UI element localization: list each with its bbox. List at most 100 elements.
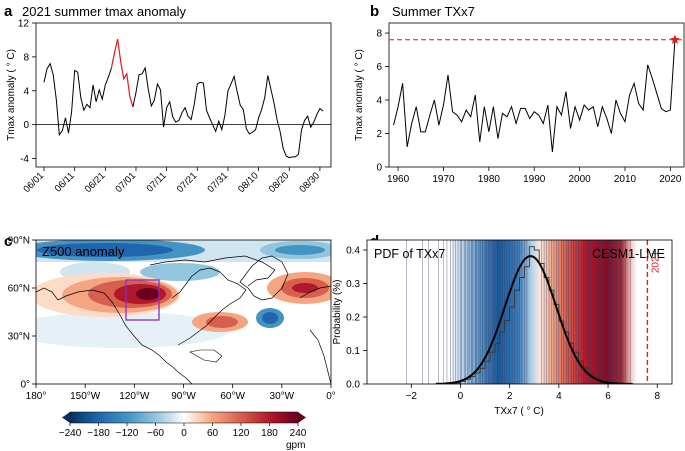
panel-a-ylabel: Tmax anomaly ( ° C) bbox=[6, 49, 17, 141]
b-xtick-label: 1990 bbox=[523, 174, 546, 185]
colorbar-high-arrow bbox=[298, 412, 306, 423]
panel-b-frame bbox=[388, 22, 685, 168]
b-ytick-label: 8 bbox=[376, 29, 382, 40]
panel-c-z500-map: c bbox=[4, 233, 336, 451]
panel-d-frame bbox=[366, 239, 673, 385]
panel-letter-b: b bbox=[370, 3, 379, 20]
colorbar bbox=[69, 411, 299, 424]
b-ytick-label: 2 bbox=[376, 129, 382, 140]
a-xtick-label: 08/20 bbox=[267, 170, 292, 195]
colorbar-tick-label: −120 bbox=[116, 428, 139, 439]
panel-b-title: Summer TXx7 bbox=[392, 4, 475, 19]
a-ytick-label: 8 bbox=[23, 52, 29, 63]
c-lon-label: 120°W bbox=[119, 391, 150, 402]
contour-slight-negative-pacific bbox=[36, 312, 230, 348]
d-xtick-label: 2 bbox=[507, 391, 513, 402]
event-2021-label: 2021 bbox=[650, 250, 661, 273]
d-xtick-label: 8 bbox=[654, 391, 660, 402]
c-lat-label: 30°N bbox=[8, 332, 30, 343]
contour-negative-arctic-core bbox=[37, 243, 173, 257]
d-ytick-label: 0.4 bbox=[346, 246, 360, 257]
coastline-greenland bbox=[239, 255, 289, 301]
panel-d-model-label: CESM1-LME bbox=[592, 247, 665, 261]
a-ytick-label: 12 bbox=[18, 19, 30, 30]
panel-d-title: PDF of TXx7 bbox=[374, 247, 445, 261]
d-xtick-label: −2 bbox=[406, 391, 418, 402]
a-ytick-label: 0 bbox=[23, 120, 29, 131]
b-xtick-label: 2000 bbox=[568, 174, 591, 185]
c-lon-label: 90°W bbox=[171, 391, 196, 402]
a-xtick-label: 06/01 bbox=[22, 170, 47, 195]
coastline-arctic-greenland bbox=[149, 255, 276, 287]
region-box bbox=[125, 279, 160, 321]
d-ytick-label: 0.3 bbox=[346, 279, 360, 290]
panel-d-txx7-pdf: d 2021 PDF of TXx7 CESM1-LME Probability… bbox=[332, 233, 673, 417]
colorbar-tick-label: 60 bbox=[207, 428, 219, 439]
a-ytick-label: 4 bbox=[23, 86, 29, 97]
a-series-line bbox=[43, 62, 112, 137]
d-xtick-label: 0 bbox=[458, 391, 464, 402]
b-xtick-label: 2020 bbox=[659, 174, 682, 185]
c-lat-label: 0° bbox=[20, 380, 30, 391]
coastline-africa bbox=[309, 329, 331, 384]
b-xtick-label: 1980 bbox=[478, 174, 501, 185]
b-xtick-label: 1970 bbox=[432, 174, 455, 185]
histogram-step bbox=[455, 246, 624, 384]
gaussian-fit-curve bbox=[435, 255, 633, 384]
panel-letter-a: a bbox=[4, 3, 13, 20]
colorbar-tick-label: −60 bbox=[147, 428, 164, 439]
contour-negative-canada bbox=[140, 263, 220, 281]
b-ytick-label: 0 bbox=[376, 163, 382, 174]
coastline-pacific-north-america bbox=[57, 289, 193, 384]
a-highlight-line bbox=[110, 38, 134, 108]
b-xtick-label: 2010 bbox=[614, 174, 637, 185]
contour-positive-east-us-core bbox=[206, 316, 238, 328]
d-xtick-label: 6 bbox=[605, 391, 611, 402]
a-ytick-label: -4 bbox=[20, 154, 29, 165]
a-xtick-label: 07/01 bbox=[114, 170, 139, 195]
panel-a-title: 2021 summer tmax anomaly bbox=[22, 4, 187, 19]
d-ytick-label: 0.1 bbox=[346, 346, 360, 357]
coastline-hudson-atlantic bbox=[171, 267, 247, 346]
coastline-alaska bbox=[36, 287, 59, 301]
c-lon-label: 0° bbox=[326, 391, 336, 402]
panel-a-frame bbox=[35, 22, 332, 168]
b-2021-star bbox=[670, 34, 680, 44]
colorbar-tick-label: −240 bbox=[59, 428, 82, 439]
colorbar-tick-label: −180 bbox=[87, 428, 110, 439]
colorbar-tick-label: 180 bbox=[261, 428, 278, 439]
c-lon-label: 30°W bbox=[270, 391, 295, 402]
a-xtick-label: 08/10 bbox=[236, 170, 261, 195]
colorbar-tick-label: 240 bbox=[290, 428, 307, 439]
panel-b-ylabel: Tmax anomaly ( ° C) bbox=[354, 49, 365, 141]
b-series-line bbox=[393, 39, 676, 152]
a-xtick-label: 06/21 bbox=[83, 170, 108, 195]
panel-letter-c: c bbox=[4, 233, 12, 250]
coastline-caribbean bbox=[189, 349, 223, 363]
a-series-line bbox=[132, 66, 324, 159]
a-xtick-label: 08/30 bbox=[297, 170, 322, 195]
colorbar-tick-label: 120 bbox=[233, 428, 250, 439]
contour-positive-atlantic-core bbox=[292, 283, 318, 293]
c-lon-label: 150°W bbox=[70, 391, 101, 402]
b-ytick-label: 6 bbox=[376, 62, 382, 73]
colorbar-unit: gpm bbox=[286, 440, 305, 451]
z500-contours bbox=[36, 240, 331, 384]
contour-negative-atlantic-core bbox=[275, 245, 325, 255]
colorbar-low-arrow bbox=[62, 412, 70, 423]
panel-d-ylabel: Probability (%) bbox=[332, 279, 343, 344]
a-xtick-label: 07/21 bbox=[175, 170, 200, 195]
panel-d-xlabel: TXx7 ( ° C) bbox=[494, 406, 544, 417]
c-lon-label: 180° bbox=[26, 391, 47, 402]
c-lon-label: 60°W bbox=[220, 391, 245, 402]
panel-b-txx7-series: b Summer TXx7 Tmax anomaly ( ° C) 0 2 4 6 8 1… bbox=[354, 3, 685, 185]
colorbar-tick-label: 0 bbox=[181, 428, 187, 439]
b-ytick-label: 4 bbox=[376, 96, 382, 107]
contour-negative-midatlantic-core bbox=[262, 312, 278, 324]
contour-positive-peak bbox=[136, 288, 160, 300]
c-lat-label: 60°N bbox=[8, 284, 30, 295]
a-xtick-label: 07/31 bbox=[205, 170, 230, 195]
b-xtick-label: 1960 bbox=[387, 174, 410, 185]
d-ytick-label: 0.2 bbox=[346, 313, 360, 324]
